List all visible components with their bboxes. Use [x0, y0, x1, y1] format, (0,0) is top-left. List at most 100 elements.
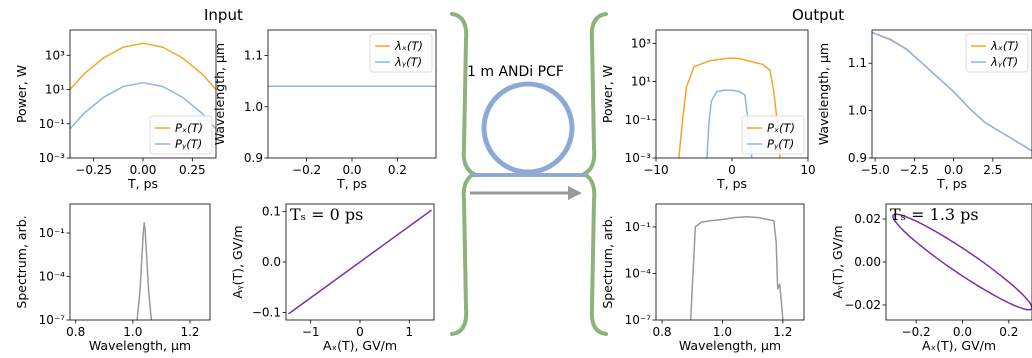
in_spec-ytick-label-0: 10⁻⁷ [39, 313, 66, 327]
out_wl-chart: −5.0 −2.5 0.0 2.5 0.9 1.0 1.1 T, ps Wavelength, … [816, 29, 1032, 191]
out_pol-ylabel: Aᵧ(T), GV/m [830, 225, 845, 298]
out_pol-ytick-label-2: 0.02 [854, 212, 881, 226]
output-header: Output [792, 6, 845, 24]
in_power-series-1 [70, 81, 216, 130]
in_power-xtick-label-2: 0.25 [179, 163, 206, 177]
out_spec-xlabel: Wavelength, μm [679, 338, 781, 353]
in_power-ytick-label-3: 10³ [45, 48, 65, 62]
out_spec-xtick-label-1: 1.0 [713, 325, 732, 339]
out_power-xtick-label-0: −10 [643, 163, 668, 177]
in_wl-ylabel: Wavelength, μm [212, 43, 227, 145]
out_spec-ytick-label-1: 10⁻⁴ [625, 266, 652, 280]
in_power-xtick-label-1: 0.00 [130, 163, 157, 177]
out_wl-legend-label-1: λᵧ(T) [990, 55, 1018, 69]
out_spec-ytick-label-0: 10⁻⁷ [625, 313, 652, 327]
out_power-xlabel: T, ps [716, 176, 747, 191]
in_spec-ytick-label-2: 10⁻¹ [39, 226, 66, 240]
in_spec-ylabel: Spectrum, arb. [14, 215, 29, 308]
out_wl-xtick-label-2: 0.0 [944, 163, 963, 177]
in_spec-plot-area [136, 222, 153, 320]
in_power-xlabel: T, ps [127, 176, 158, 191]
out_power-xtick-label-1: 0 [728, 163, 736, 177]
out_wl-xtick-label-1: −2.5 [900, 163, 929, 177]
in_pol-ylabel: Aᵧ(T), GV/m [230, 225, 245, 298]
in_pol-series-0 [288, 209, 432, 315]
in_power-series-0 [70, 42, 216, 91]
out_wl-xlabel: T, ps [936, 176, 967, 191]
out_wl-plot-area [872, 31, 1032, 152]
in_pol-annotation: Tₛ = 0 ps [290, 205, 363, 224]
in_power-legend: Pₓ(T) Pᵧ(T) [149, 115, 213, 155]
in_pol-xlabel: Aₓ(T), GV/m [323, 338, 397, 353]
in_wl-ytick-label-0: 0.9 [244, 151, 263, 165]
in_wl-ytick-label-2: 1.1 [244, 49, 263, 63]
in_power-ylabel: Power, W [14, 65, 29, 123]
in_spec-ytick-label-1: 10⁻⁴ [39, 270, 66, 284]
out_power-ytick-label-2: 10¹ [631, 75, 651, 89]
out_power-legend-label-1: Pᵧ(T) [767, 137, 794, 151]
in_pol-xtick-label-0: −1 [302, 325, 320, 339]
out_power-xtick-label-2: 10 [800, 163, 815, 177]
out_power-ylabel: Power, W [600, 65, 615, 123]
in_wl-legend: λₓ(T) λᵧ(T) [369, 33, 433, 73]
out_power-ytick-label-0: 10⁻³ [625, 151, 652, 165]
in_power-plot-area [70, 42, 216, 130]
out_power-ytick-label-3: 10³ [631, 36, 651, 50]
out_pol-ellipse [892, 213, 1032, 311]
out_wl-series-1 [872, 31, 1032, 152]
in_spec-chart: 0.8 1.0 1.2 10⁻⁷ 10⁻⁴ 10⁻¹ Wavelength, μm Spect… [14, 203, 211, 353]
out_pol-xtick-label-1: 0.0 [953, 325, 972, 339]
in_spec-xtick-label-1: 1.0 [123, 325, 142, 339]
in_wl-legend-label-1: λᵧ(T) [394, 55, 422, 69]
in_power-ytick-label-2: 10¹ [45, 83, 65, 97]
out_pol-ytick-label-1: 0.00 [854, 255, 881, 269]
out_wl-xtick-label-0: −5.0 [861, 163, 890, 177]
out_pol-ytick-label-0: −0.02 [844, 298, 881, 312]
out_pol-chart: −0.2 0.0 0.2 −0.02 0.00 0.02 Aₓ(T), GV/m Aᵧ(T),… [830, 203, 1032, 353]
out_spec-plot-area [689, 216, 784, 320]
in_pol-xtick-label-2: 1 [406, 325, 414, 339]
out_spec-ytick-label-2: 10⁻¹ [625, 220, 652, 234]
in_spec-xlabel: Wavelength, μm [89, 338, 191, 353]
out_power-series-0 [678, 57, 781, 158]
out_spec-xtick-label-0: 0.8 [652, 325, 671, 339]
out_wl-xtick-label-3: 2.5 [983, 163, 1002, 177]
in_pol-ytick-label-1: 0.0 [262, 255, 281, 269]
in_wl-xtick-label-0: −0.2 [292, 163, 321, 177]
in_spec-xtick-label-0: 0.8 [66, 325, 85, 339]
out_power-legend: Pₓ(T) Pᵧ(T) [741, 115, 805, 155]
out_wl-ytick-label-1: 1.0 [848, 104, 867, 118]
out_wl-ytick-label-0: 0.9 [848, 151, 867, 165]
out_wl-legend-label-0: λₓ(T) [990, 39, 1019, 53]
in_pol-plot-area [288, 209, 432, 315]
out_spec-ylabel: Spectrum, arb. [600, 215, 615, 308]
out_spec-xtick-label-2: 1.2 [773, 325, 792, 339]
in_spec-frame [69, 203, 211, 321]
in_power-legend-label-0: Pₓ(T) [175, 121, 203, 135]
input-header: Input [204, 6, 243, 24]
out_power-chart: −10 0 10 10⁻³ 10⁻¹ 10¹ 10³ T, ps Power, W Pₓ(T) Pᵧ… [600, 29, 816, 191]
in_spec-series-0 [136, 222, 153, 320]
in_pol-ytick-label-0: −0.1 [252, 305, 281, 319]
in_wl-xlabel: T, ps [336, 176, 367, 191]
in_pol-chart: −1 0 1 −0.1 0.0 0.1 Aₓ(T), GV/m Aᵧ(T), GV/m Tₛ =… [230, 203, 435, 353]
out_spec-chart: 0.8 1.0 1.2 10⁻⁷ 10⁻⁴ 10⁻¹ Wavelength, μm Spect… [600, 203, 805, 353]
in_wl-ytick-label-1: 1.0 [244, 100, 263, 114]
in_wl-xtick-label-2: 0.2 [388, 163, 407, 177]
arrow-head [568, 186, 582, 200]
out_wl-ytick-label-2: 1.1 [848, 56, 867, 70]
out_wl-ylabel: Wavelength, μm [816, 43, 831, 145]
in_spec-xtick-label-2: 1.2 [180, 325, 199, 339]
out_pol-xtick-label-2: 0.2 [999, 325, 1018, 339]
out_spec-series-0 [689, 216, 784, 320]
fiber-ring [481, 81, 575, 175]
out_pol-annotation: Tₛ = 1.3 ps [890, 205, 979, 224]
in_power-legend-label-1: Pᵧ(T) [175, 137, 202, 151]
fiber-label: 1 m ANDi PCF [467, 64, 564, 80]
in_power-chart: −0.25 0.00 0.25 10⁻³ 10⁻¹ 10¹ 10³ T, ps Power, W… [14, 29, 217, 191]
in_wl-legend-label-0: λₓ(T) [394, 39, 423, 53]
out_pol-xtick-label-0: −0.2 [902, 325, 931, 339]
in_pol-ytick-label-2: 0.1 [262, 205, 281, 219]
